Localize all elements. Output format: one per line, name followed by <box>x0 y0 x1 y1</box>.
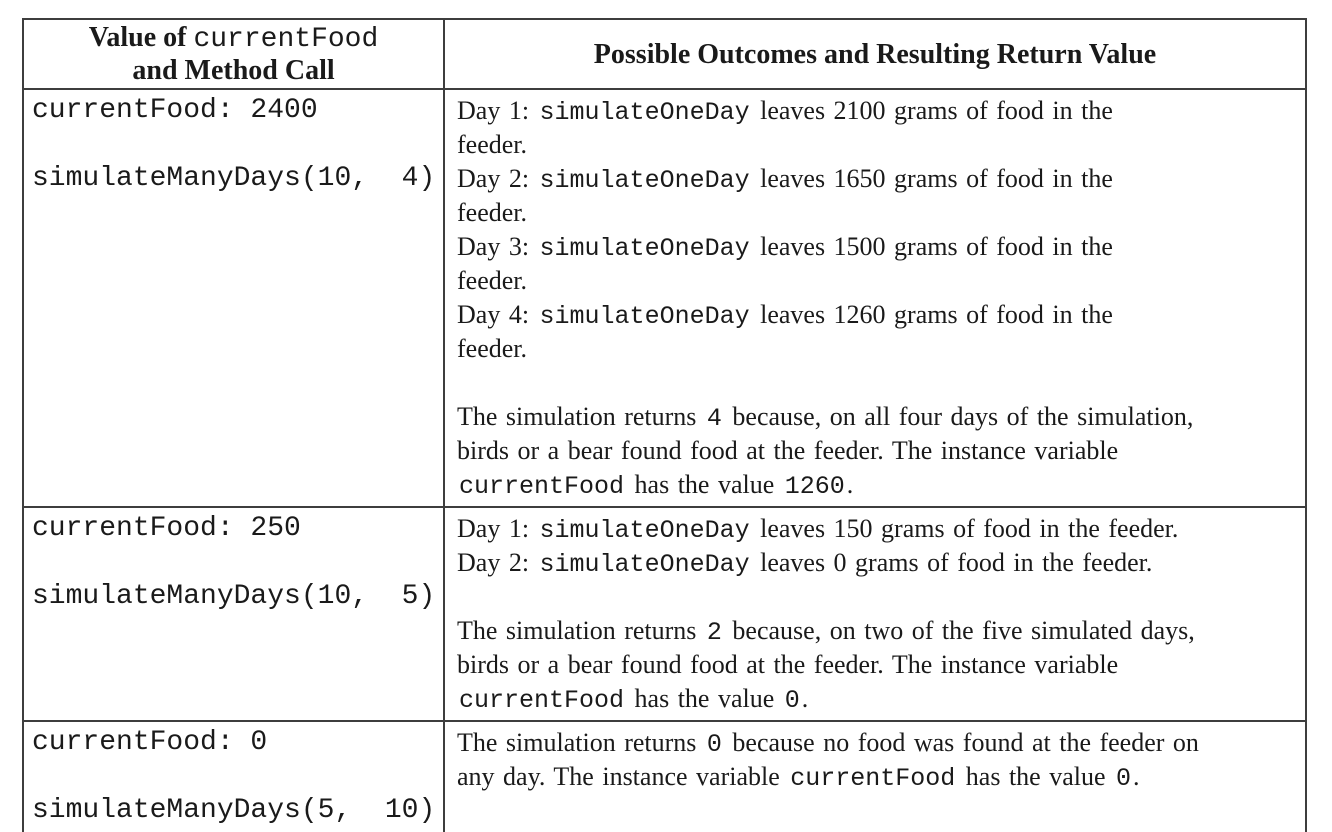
body-text: because no food was found at the feeder … <box>723 728 1199 757</box>
text-line: Day 2: simulateOneDay leaves 1650 grams … <box>457 162 1297 196</box>
body-text: because, on all four days of the simulat… <box>723 402 1194 431</box>
code-text: simulateOneDay <box>539 234 750 263</box>
outcomes-cell: Day 1: simulateOneDay leaves 2100 grams … <box>443 88 1307 508</box>
body-text: birds or a bear found food at the feeder… <box>457 650 1119 679</box>
text-line: The simulation returns 4 because, on all… <box>457 400 1297 434</box>
text-line: currentFood has the value 1260. <box>457 468 1297 502</box>
method-call-cell: currentFood: 0 simulateManyDays(5, 10) <box>22 720 445 832</box>
outcomes-cell: Day 1: simulateOneDay leaves 150 grams o… <box>443 506 1307 722</box>
code-text: simulateOneDay <box>539 550 750 579</box>
body-text: has the value <box>626 684 783 713</box>
bold-heading-text: Possible Outcomes and Resulting Return V… <box>593 38 1157 70</box>
code-text: simulateOneDay <box>539 98 750 127</box>
text-line: currentFood has the value 0. <box>457 682 1297 716</box>
table-row: currentFood: 0 simulateManyDays(5, 10) The… <box>22 720 1307 832</box>
body-text: The simulation returns <box>457 616 705 645</box>
table-row: currentFood: 2400 simulateManyDays(10, 4)… <box>22 88 1307 508</box>
code-text: simulateOneDay <box>539 302 750 331</box>
outcomes-cell: The simulation returns 0 because no food… <box>443 720 1307 832</box>
code-line: simulateManyDays(5, 10) <box>32 795 436 826</box>
blank-line <box>32 546 439 580</box>
body-text: because, on two of the five simulated da… <box>723 616 1195 645</box>
code-text: simulateOneDay <box>539 166 750 195</box>
table-header: Value of currentFood and Method Call Poss… <box>22 18 1307 90</box>
code-text: currentFood <box>790 764 956 793</box>
table-row: currentFood: 250 simulateManyDays(10, 5) D… <box>22 506 1307 722</box>
blank-line <box>457 580 1297 614</box>
text-line: Day 2: simulateOneDay leaves 0 grams of … <box>457 546 1297 580</box>
code-line: simulateManyDays(10, 5) <box>32 581 436 612</box>
text-line: The simulation returns 2 because, on two… <box>457 614 1297 648</box>
text-line: The simulation returns 0 because no food… <box>457 726 1297 760</box>
code-text: 0 <box>1116 764 1132 793</box>
body-text: leaves 1650 grams of food in the <box>751 164 1113 193</box>
code-text: 1260 <box>784 472 845 501</box>
text-line: Possible Outcomes and Resulting Return V… <box>445 38 1305 71</box>
body-text: any day. The instance variable <box>457 762 789 791</box>
text-line: feeder. <box>457 332 1297 366</box>
text-line: feeder. <box>457 196 1297 230</box>
code-line: simulateManyDays(10, 4) <box>32 163 436 194</box>
body-text: feeder. <box>457 198 528 227</box>
body-text: leaves 150 grams of food in the feeder. <box>751 514 1179 543</box>
text-line: Day 3: simulateOneDay leaves 1500 grams … <box>457 230 1297 264</box>
code-text: currentFood <box>459 472 625 501</box>
body-text: has the value <box>626 470 783 499</box>
blank-line <box>457 366 1297 400</box>
body-text: leaves 1500 grams of food in the <box>751 232 1113 261</box>
text-line: any day. The instance variable currentFo… <box>457 760 1297 794</box>
text-line: Day 1: simulateOneDay leaves 2100 grams … <box>457 94 1297 128</box>
bold-heading-text: and Method Call <box>132 55 335 86</box>
code-line: currentFood: 250 <box>32 513 301 544</box>
body-text: The simulation returns <box>457 402 705 431</box>
code-text: currentFood <box>193 24 379 55</box>
body-text: The simulation returns <box>457 728 705 757</box>
code-text: 2 <box>706 618 722 647</box>
code-line: currentFood: 0 <box>32 727 268 758</box>
outcomes-table: Value of currentFood and Method Call Poss… <box>22 18 1307 832</box>
code-text: simulateOneDay <box>539 516 750 545</box>
code-text: 0 <box>706 730 722 759</box>
body-text: feeder. <box>457 130 528 159</box>
code-text: currentFood <box>459 686 625 715</box>
method-call-cell: currentFood: 2400 simulateManyDays(10, 4) <box>22 88 445 508</box>
header-cell-possible-outcomes: Possible Outcomes and Resulting Return V… <box>443 18 1307 90</box>
body-text: Day 4: <box>457 300 538 329</box>
body-text: leaves 0 grams of food in the feeder. <box>751 548 1153 577</box>
blank-line <box>32 128 439 162</box>
method-call-cell: currentFood: 250 simulateManyDays(10, 5) <box>22 506 445 722</box>
body-text: leaves 2100 grams of food in the <box>751 96 1113 125</box>
text-line: birds or a bear found food at the feeder… <box>457 648 1297 682</box>
text-line: feeder. <box>457 128 1297 162</box>
text-line: Value of currentFood <box>24 21 443 55</box>
code-line: currentFood: 2400 <box>32 95 318 126</box>
body-text: birds or a bear found food at the feeder… <box>457 436 1119 465</box>
body-text: Day 1: <box>457 514 538 543</box>
code-text: 0 <box>784 686 800 715</box>
body-text: has the value <box>957 762 1115 791</box>
text-line: and Method Call <box>24 54 443 87</box>
body-text: feeder. <box>457 334 528 363</box>
body-text: leaves 1260 grams of food in the <box>751 300 1113 329</box>
body-text: . <box>801 684 809 713</box>
body-text: feeder. <box>457 266 528 295</box>
code-text: 4 <box>706 404 722 433</box>
header-row: Value of currentFood and Method Call Poss… <box>22 18 1307 90</box>
text-line: Day 4: simulateOneDay leaves 1260 grams … <box>457 298 1297 332</box>
blank-line <box>32 760 439 794</box>
table-body: currentFood: 2400 simulateManyDays(10, 4)… <box>22 88 1307 832</box>
body-text: Day 3: <box>457 232 538 261</box>
bold-heading-text: Value of <box>88 22 194 53</box>
text-line: Day 1: simulateOneDay leaves 150 grams o… <box>457 512 1297 546</box>
text-line: birds or a bear found food at the feeder… <box>457 434 1297 468</box>
body-text: Day 2: <box>457 548 538 577</box>
text-line: feeder. <box>457 264 1297 298</box>
body-text: . <box>846 470 854 499</box>
header-cell-value-and-method-call: Value of currentFood and Method Call <box>22 18 445 90</box>
body-text: Day 1: <box>457 96 538 125</box>
body-text: Day 2: <box>457 164 538 193</box>
body-text: . <box>1133 762 1140 791</box>
